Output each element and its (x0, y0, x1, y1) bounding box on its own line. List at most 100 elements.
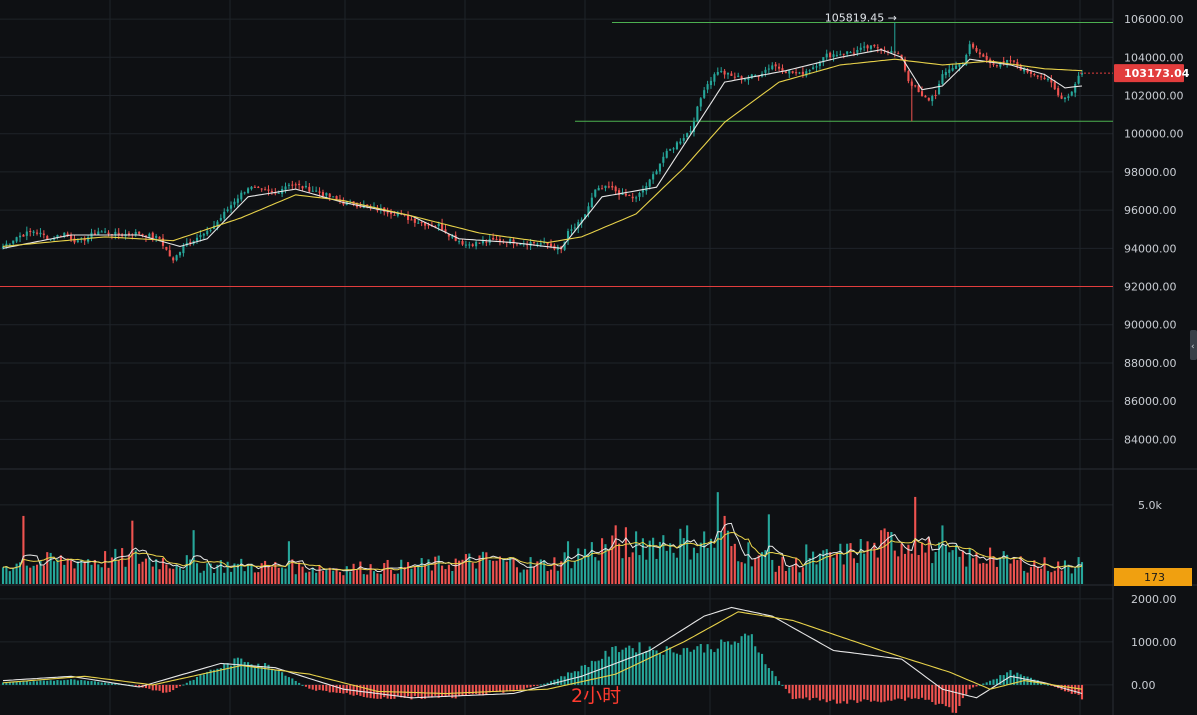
volume-bar (1046, 570, 1050, 584)
candle-body (199, 235, 202, 238)
volume-bar (223, 572, 226, 584)
volume-bar (815, 564, 818, 584)
volume-bar (175, 565, 178, 584)
macd-histogram-bar (781, 684, 784, 686)
moving-average-line (2, 49, 1083, 249)
macd-histogram-bar (434, 684, 437, 696)
volume-bar (965, 566, 968, 584)
volume-bar (859, 539, 862, 584)
volume-ma-line (2, 522, 1083, 573)
macd-histogram-bar (104, 682, 107, 685)
candle-body (481, 240, 484, 244)
volume-bar (686, 525, 689, 584)
volume-bar (178, 567, 182, 584)
macd-histogram-bar (883, 684, 886, 702)
candle-body (999, 61, 1002, 67)
volume-bar (863, 553, 866, 584)
candle-body (709, 80, 713, 86)
volume-bar (880, 530, 883, 584)
macd-histogram-bar (495, 684, 498, 693)
macd-histogram-bar (253, 665, 256, 685)
candle-body (226, 209, 229, 212)
macd-histogram-bar (624, 647, 627, 685)
candle-body (832, 54, 835, 57)
candle-body (15, 237, 18, 242)
candle-body (931, 96, 934, 102)
volume-bar (202, 570, 205, 584)
volume-bar (951, 550, 954, 584)
candle-body (63, 232, 66, 237)
candle-body (233, 201, 236, 205)
macd-histogram-bar (76, 680, 79, 685)
candle-body (175, 255, 178, 261)
volume-bar (155, 559, 158, 584)
volume-bar (1077, 557, 1080, 584)
scroll-handle[interactable] (1190, 330, 1197, 360)
volume-bar (549, 569, 553, 584)
macd-histogram-bar (597, 660, 600, 685)
candle-body (1040, 76, 1043, 78)
candle-body (570, 229, 573, 231)
macd-histogram-bar (308, 684, 311, 689)
volume-bar (379, 573, 382, 584)
macd-histogram-bar (965, 684, 968, 695)
candle-body (747, 77, 750, 80)
volume-bar (546, 571, 549, 584)
macd-histogram-bar (355, 684, 359, 695)
volume-bar (5, 566, 8, 584)
candle-body (655, 171, 658, 175)
candle-body (420, 221, 423, 223)
price-axis-tick: 88000.00 (1124, 357, 1177, 370)
volume-bar (1033, 560, 1036, 584)
volume-bar (1029, 567, 1032, 584)
macd-histogram-bar (931, 684, 934, 703)
macd-histogram-bar (366, 684, 369, 698)
macd-histogram-bar (243, 661, 246, 685)
macd-histogram-bar (818, 684, 821, 701)
macd-histogram-bar (526, 684, 529, 688)
volume-bar (730, 546, 733, 584)
candle-body (992, 63, 995, 65)
volume-bar (212, 573, 216, 584)
macd-histogram-bar (345, 684, 348, 693)
macd-histogram-bar (93, 681, 96, 685)
volume-bar (795, 557, 798, 584)
volume-bar (29, 567, 32, 584)
candle-body (788, 70, 791, 74)
candle-body (699, 98, 702, 107)
volume-bar (168, 568, 171, 584)
price-axis-tick: 90000.00 (1124, 319, 1177, 332)
macd-histogram-bar (757, 652, 760, 685)
candle-body (1080, 73, 1084, 75)
candle-body (138, 231, 141, 234)
candle-body (495, 239, 498, 241)
volume-bar (240, 558, 243, 584)
macd-histogram-bar (362, 684, 365, 697)
macd-histogram-bar (199, 674, 202, 685)
macd-histogram-bar (774, 676, 777, 685)
candle-body (144, 235, 148, 238)
volume-bar (49, 552, 52, 584)
candle-body (444, 229, 447, 233)
macd-histogram-bar (161, 684, 165, 693)
macd-histogram-bar (321, 684, 325, 691)
candle-body (1070, 91, 1073, 96)
volume-bar (1016, 560, 1019, 584)
timeframe-label: 2小时 (571, 685, 621, 707)
volume-bar (53, 561, 56, 584)
volume-bar (737, 561, 740, 584)
macd-histogram-bar (148, 684, 151, 689)
candle-body (8, 243, 11, 245)
volume-bar (839, 543, 842, 584)
candle-body (1009, 60, 1012, 62)
macd-histogram-bar (635, 652, 638, 685)
macd-histogram-bar (1080, 684, 1084, 700)
candle-body (73, 238, 76, 243)
candle-body (18, 235, 22, 238)
candle-body (393, 214, 396, 216)
macd-histogram-bar (512, 684, 515, 692)
candle-body (257, 186, 260, 188)
candle-body (485, 241, 488, 243)
candle-body (658, 163, 661, 172)
